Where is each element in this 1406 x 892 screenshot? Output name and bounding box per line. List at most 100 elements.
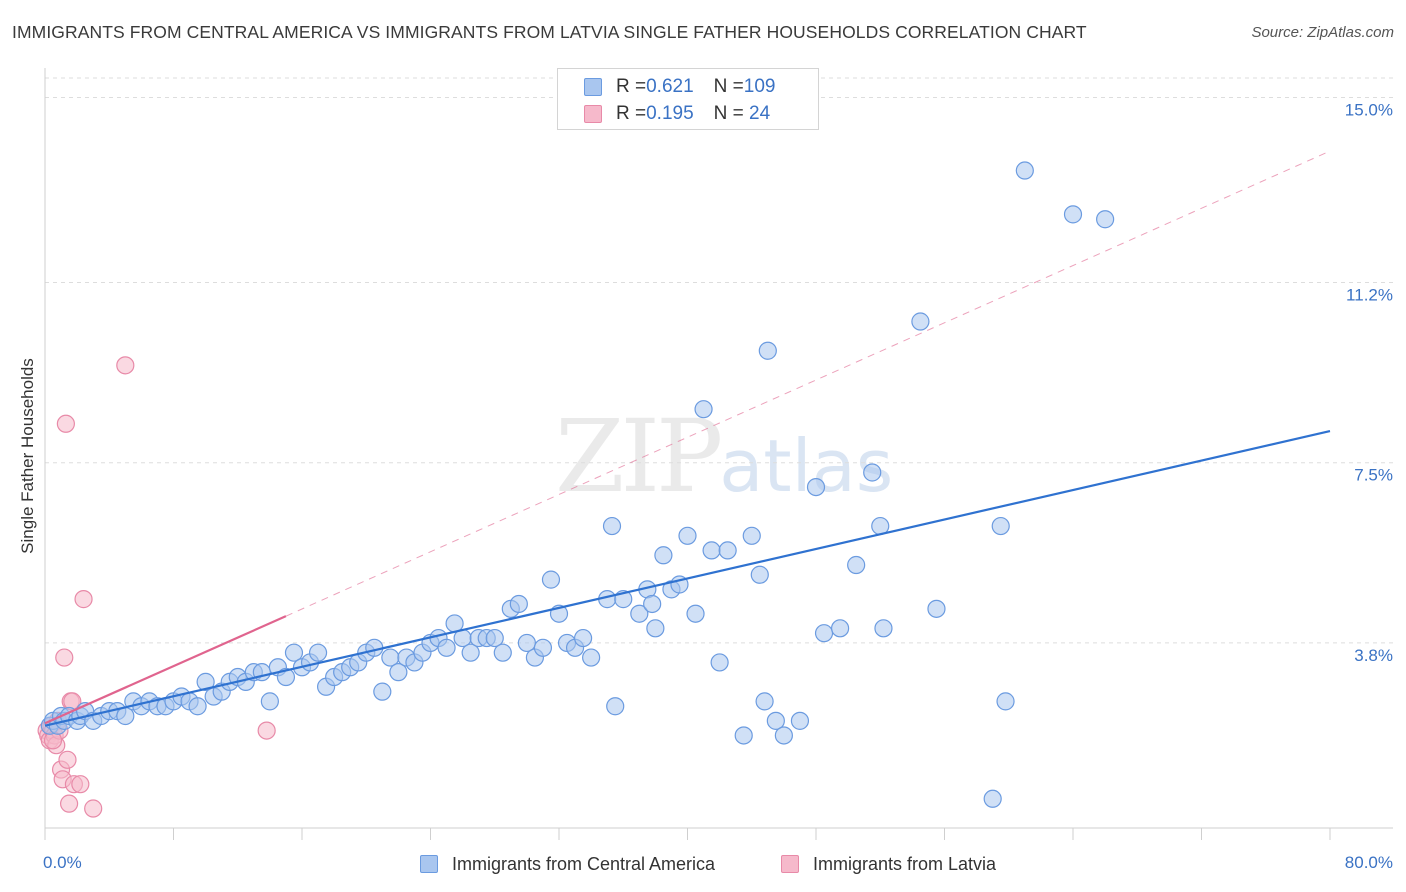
- central-america-point: [758, 341, 777, 360]
- r-label: R =: [616, 103, 647, 124]
- central-america-point: [911, 312, 930, 331]
- bottom-legend-latvia: Immigrants from Latvia: [781, 852, 996, 876]
- r-label: R =: [616, 76, 647, 97]
- central-america-point: [493, 643, 512, 662]
- latvia-point: [257, 721, 276, 740]
- central-america-point: [983, 789, 1002, 808]
- latvia-point: [74, 590, 93, 609]
- latvia-point: [84, 799, 103, 818]
- legend-label: Immigrants from Central America: [452, 853, 716, 874]
- zipatlas-watermark: ZIPatlas: [555, 398, 893, 515]
- central-america-point: [678, 526, 697, 545]
- central-america-point: [437, 638, 456, 657]
- watermark-zip: ZIP: [555, 398, 723, 515]
- central-america-point: [996, 692, 1015, 711]
- latvia-point: [59, 794, 79, 813]
- central-america-point: [646, 619, 665, 638]
- pink-swatch: [781, 855, 799, 873]
- latvia-point: [71, 775, 90, 794]
- central-america-point: [654, 546, 673, 565]
- central-america-point: [734, 726, 753, 745]
- central-america-point: [260, 692, 279, 711]
- central-america-point: [718, 541, 737, 560]
- central-america-point: [766, 711, 785, 730]
- y-tick-label: 15.0%: [1345, 100, 1393, 119]
- central-america-point: [509, 594, 528, 614]
- axes: [44, 68, 1393, 840]
- central-america-point: [694, 400, 713, 419]
- r-value: 0.195: [646, 103, 694, 124]
- central-america-point: [927, 599, 946, 618]
- source-credit: Source: ZipAtlas.com: [1251, 24, 1394, 41]
- x-tick-label-max: 80.0%: [1345, 853, 1393, 872]
- central-america-point: [863, 463, 882, 482]
- central-america-point: [541, 570, 561, 589]
- central-america-point: [389, 663, 408, 682]
- central-america-point: [188, 697, 207, 716]
- blue-swatch: [584, 78, 602, 96]
- chart-title: IMMIGRANTS FROM CENTRAL AMERICA VS IMMIG…: [12, 22, 1087, 42]
- latvia-trend-line: [44, 615, 287, 725]
- central-america-points: [40, 161, 1115, 808]
- central-america-point: [790, 711, 810, 730]
- central-america-point: [755, 692, 774, 711]
- central-america-point: [643, 594, 662, 614]
- central-america-point: [373, 682, 392, 701]
- latvia-point: [116, 356, 135, 375]
- latvia-points: [37, 356, 276, 818]
- central-america-point: [1096, 210, 1115, 229]
- y-tick-label: 7.5%: [1354, 466, 1393, 485]
- central-america-point: [1063, 205, 1083, 224]
- central-america-point: [602, 516, 622, 536]
- central-america-point: [276, 667, 296, 687]
- legend-row-latvia: R = 0.195 N = 24: [584, 102, 770, 126]
- y-tick-label: 3.8%: [1354, 646, 1393, 665]
- central-america-point: [702, 541, 721, 560]
- central-america-point: [1015, 161, 1034, 180]
- central-america-point: [308, 643, 328, 662]
- central-america-point: [806, 477, 826, 497]
- r-value: 0.621: [646, 76, 694, 97]
- gridlines: [45, 77, 1393, 644]
- n-value: 24: [743, 103, 771, 124]
- bottom-legend-central-america: Immigrants from Central America: [420, 852, 715, 876]
- central-america-point: [847, 555, 866, 575]
- n-label: N =: [713, 76, 744, 97]
- blue-swatch: [420, 855, 438, 873]
- legend-label: Immigrants from Latvia: [813, 853, 997, 874]
- central-america-point: [461, 643, 480, 662]
- watermark-atlas: atlas: [719, 424, 894, 508]
- central-america-point: [606, 697, 625, 716]
- central-america-point: [991, 516, 1010, 536]
- x-tick-label-min: 0.0%: [43, 853, 82, 872]
- latvia-point: [56, 414, 75, 433]
- central-america-point: [742, 526, 761, 545]
- central-america-point: [485, 628, 504, 648]
- latvia-point: [58, 750, 77, 769]
- tick-labels: 3.8% 7.5% 11.2% 15.0% 0.0% 80.0%: [43, 100, 1393, 872]
- central-america-trend-line: [44, 430, 1331, 727]
- central-america-point: [710, 653, 729, 672]
- central-america-point: [686, 604, 705, 623]
- central-america-point: [814, 624, 834, 643]
- central-america-point: [196, 672, 215, 691]
- central-america-point: [533, 638, 553, 657]
- latvia-point: [55, 648, 74, 667]
- central-america-point: [830, 619, 850, 638]
- central-america-point: [774, 726, 793, 745]
- central-america-point: [750, 565, 769, 584]
- central-america-point: [573, 628, 593, 648]
- legend-row-central-america: R = 0.621 N = 109: [584, 75, 775, 99]
- correlation-legend: R = 0.621 N = 109 R = 0.195 N = 24: [557, 68, 819, 130]
- central-america-point: [284, 643, 304, 662]
- central-america-point: [874, 619, 893, 638]
- central-america-point: [582, 648, 601, 667]
- n-value: 109: [743, 76, 776, 97]
- trend-lines: [44, 150, 1331, 727]
- central-america-point: [630, 604, 649, 623]
- latvia-trend-line-extension: [285, 150, 1331, 617]
- y-tick-label: 11.2%: [1346, 286, 1393, 305]
- pink-swatch: [584, 105, 602, 123]
- n-label: N =: [713, 103, 744, 124]
